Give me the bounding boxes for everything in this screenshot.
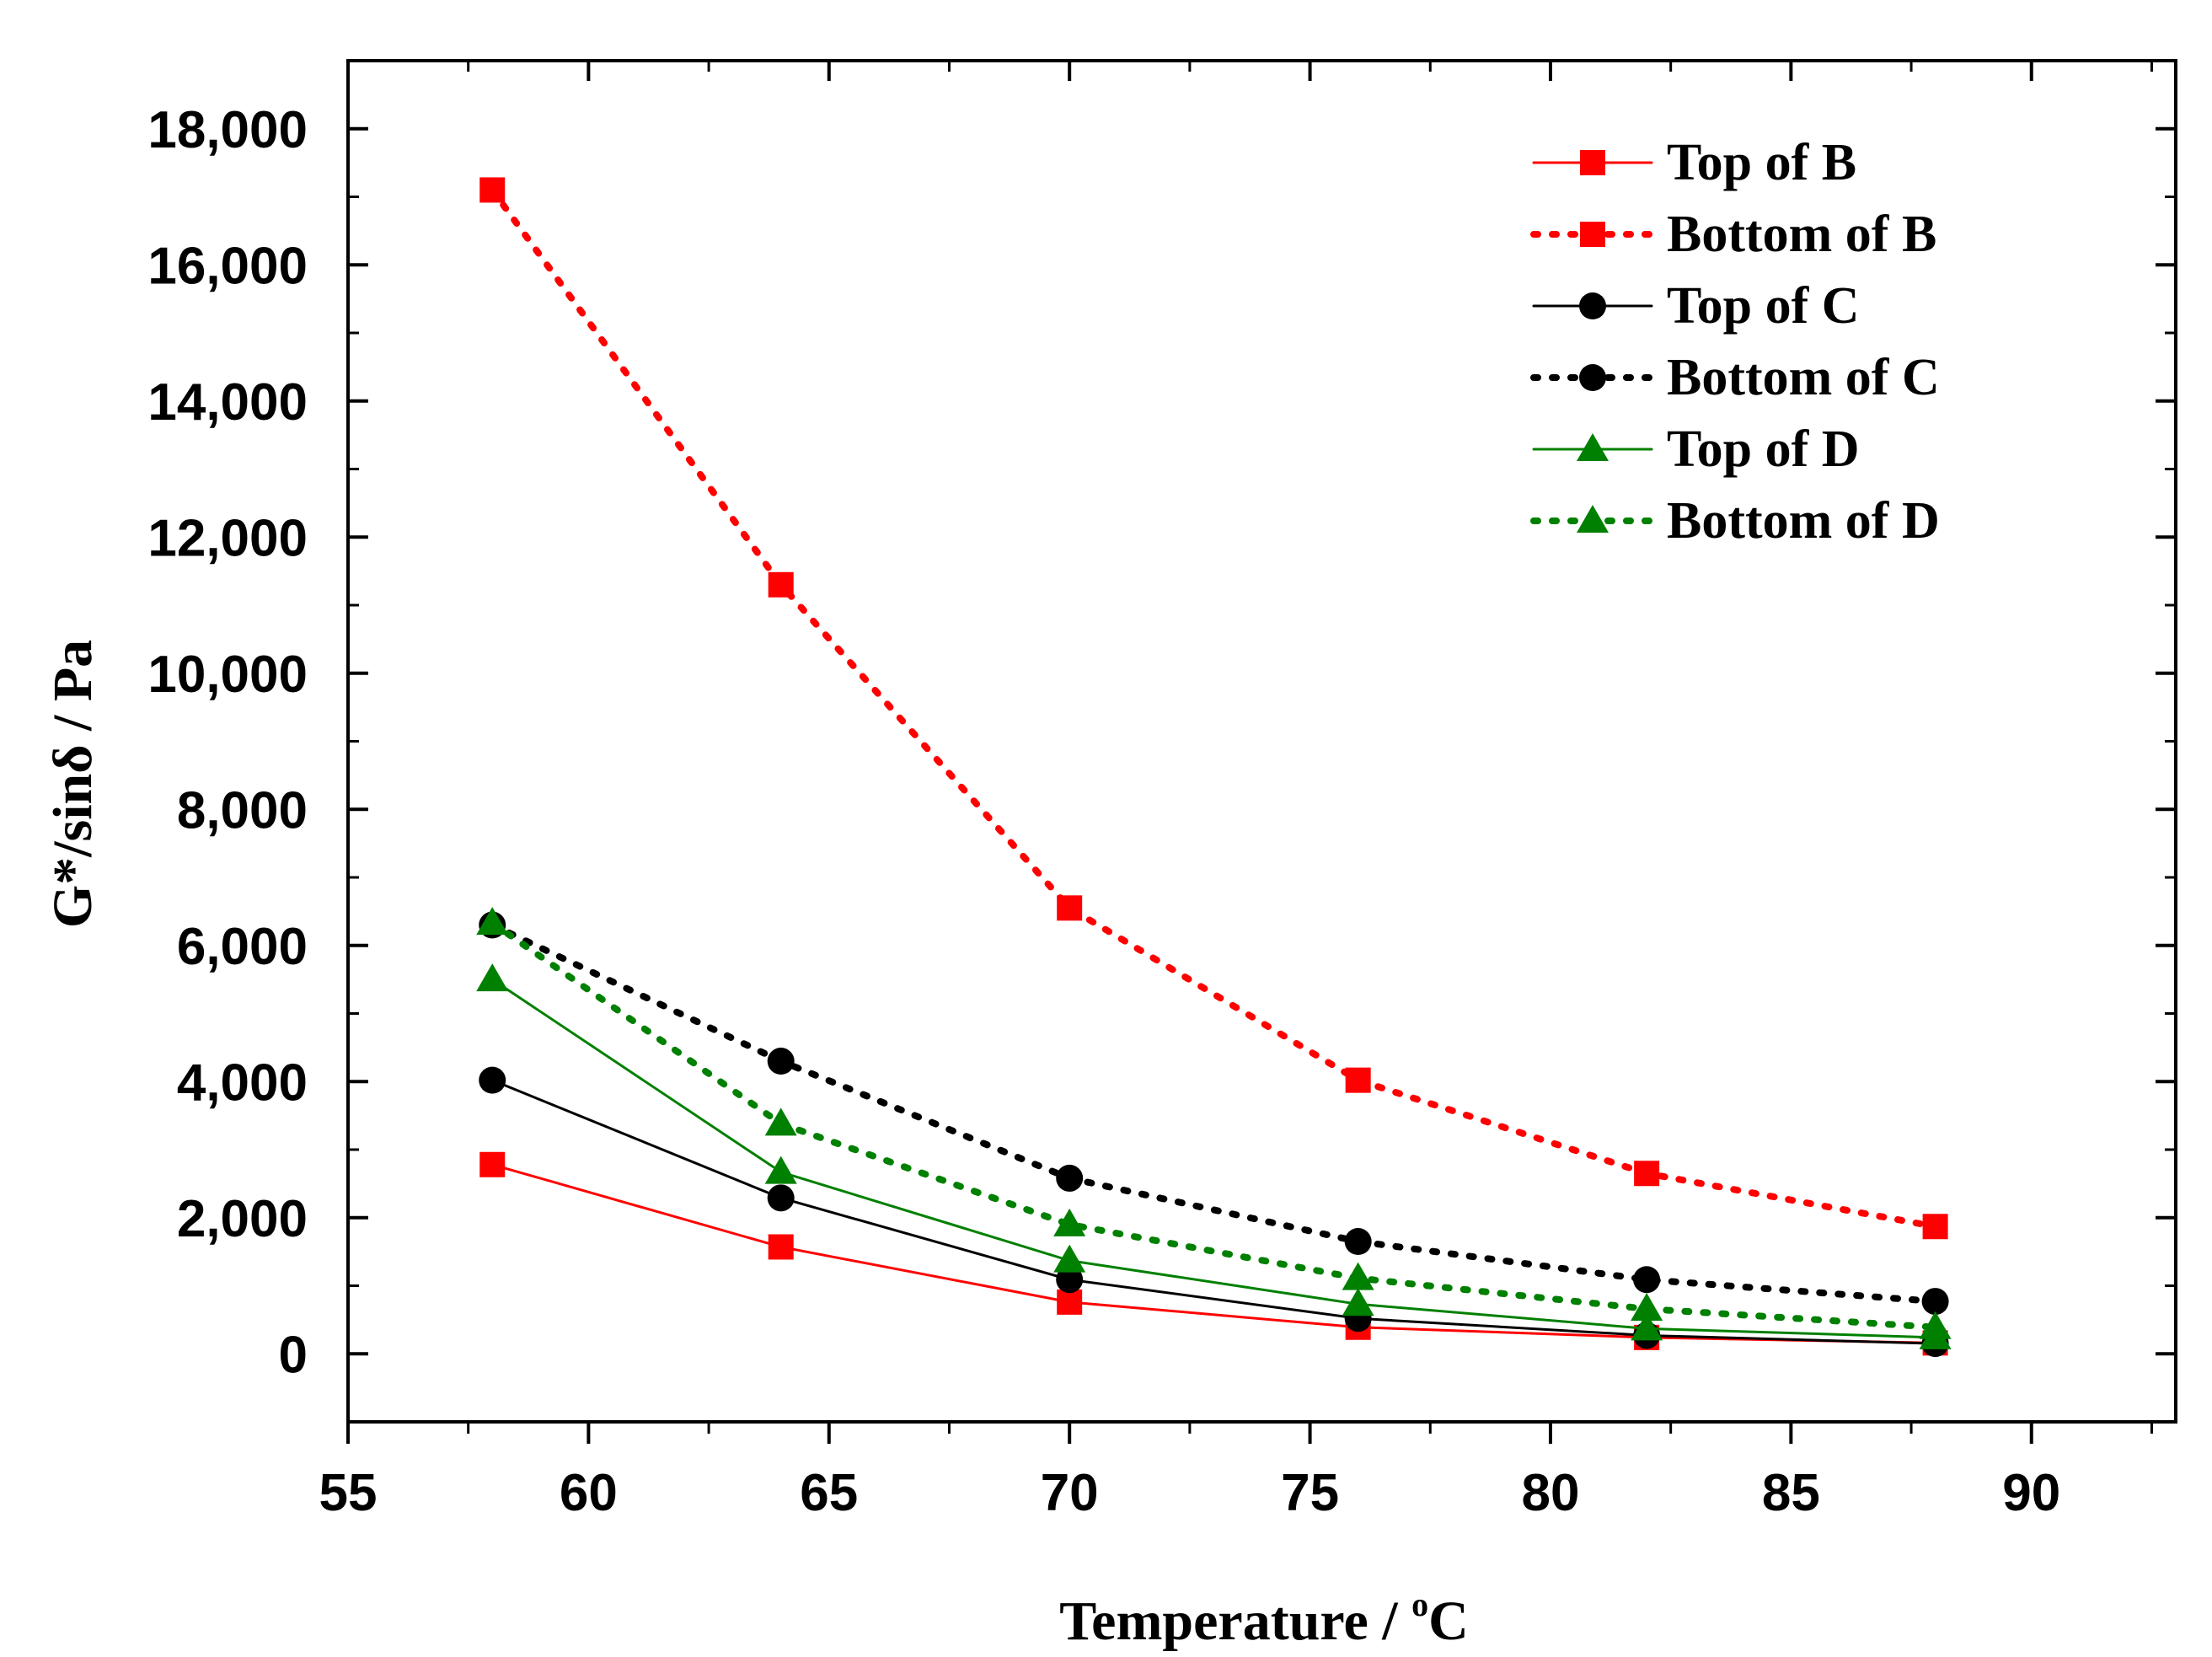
data-point [479, 1151, 506, 1177]
legend-item: Top of B [1532, 134, 1856, 191]
series-line [489, 186, 1939, 1231]
data-point [1342, 1288, 1374, 1316]
legend: Top of B Bottom of B Top of C Bottom of C To… [1530, 134, 1940, 550]
data-point [476, 963, 509, 992]
legend-item: Bottom of D [1530, 492, 1940, 550]
legend-marker [1577, 433, 1609, 461]
data-point [1922, 1214, 1948, 1240]
data-point [1053, 1208, 1086, 1236]
data-point [1057, 895, 1083, 921]
legend-marker [1579, 292, 1606, 319]
y-tick-label: 12,000 [147, 509, 308, 567]
data-point [1921, 1288, 1949, 1316]
y-tick-label: 0 [279, 1326, 308, 1384]
series-layer [476, 177, 1952, 1358]
ticks-layer: 0 2,000 4,000 6,000 8,000 10,000 12,000 14,000 1… [147, 59, 2176, 1522]
data-point [1345, 1067, 1371, 1093]
data-point [764, 1156, 797, 1184]
y-tick-label: 6,000 [177, 918, 308, 976]
y-tick-label: 16,000 [147, 237, 308, 295]
x-tick-label: 70 [1041, 1464, 1099, 1522]
legend-marker [1577, 505, 1609, 533]
data-point [1633, 1266, 1661, 1294]
data-point [1344, 1228, 1372, 1256]
y-axis-title: G*/sinδ / Pa [42, 640, 104, 928]
series-line [490, 978, 1937, 1339]
data-point [764, 1107, 797, 1136]
series-line [489, 921, 1939, 1306]
legend-label: Top of C [1667, 277, 1860, 335]
data-point [479, 1066, 506, 1094]
x-axis-title: Temperature / oC [1059, 1585, 1469, 1652]
legend-item: Top of C [1532, 277, 1860, 335]
series-line [490, 1163, 1937, 1344]
series-line [489, 920, 1939, 1331]
data-point [479, 177, 506, 203]
legend-marker [1580, 222, 1605, 247]
y-tick-label: 10,000 [147, 646, 308, 704]
data-point [1053, 1244, 1086, 1273]
series-bottom-of-b [479, 177, 1948, 1240]
legend-label: Bottom of B [1667, 206, 1936, 263]
legend-label: Top of B [1667, 134, 1856, 191]
legend-item: Bottom of C [1530, 349, 1940, 406]
y-tick-label: 14,000 [147, 373, 308, 432]
x-tick-label: 55 [319, 1464, 378, 1522]
series-bottom-of-d [476, 907, 1952, 1339]
data-point [1342, 1262, 1374, 1290]
data-point [768, 1234, 794, 1260]
data-point [1631, 1312, 1663, 1341]
x-tick-label: 65 [800, 1464, 858, 1522]
series-line [490, 1079, 1937, 1345]
legend-item: Top of D [1532, 421, 1860, 478]
y-tick-label: 4,000 [177, 1054, 308, 1112]
data-point [768, 571, 794, 598]
x-tick-label: 75 [1281, 1464, 1339, 1522]
data-point [1056, 1266, 1084, 1294]
legend-marker [1580, 150, 1605, 175]
data-point [1631, 1292, 1663, 1321]
y-tick-label: 8,000 [177, 781, 308, 839]
x-tick-label: 85 [1762, 1464, 1820, 1522]
data-point [1056, 1164, 1084, 1192]
legend-marker [1579, 364, 1606, 391]
series-bottom-of-c [479, 911, 1949, 1316]
y-tick-label: 18,000 [147, 101, 308, 159]
legend-label: Bottom of D [1667, 492, 1940, 550]
x-tick-label: 60 [560, 1464, 618, 1522]
data-point [476, 907, 509, 936]
data-point [767, 1184, 795, 1212]
legend-label: Top of D [1667, 421, 1860, 478]
series-top-of-b [479, 1151, 1948, 1356]
data-point [1634, 1161, 1660, 1187]
legend-label: Bottom of C [1667, 349, 1940, 406]
data-point [767, 1048, 795, 1075]
x-tick-label: 80 [1521, 1464, 1579, 1522]
data-point [1057, 1289, 1083, 1315]
y-tick-label: 2,000 [177, 1190, 308, 1248]
x-tick-label: 90 [2002, 1464, 2060, 1522]
data-point [1919, 1311, 1952, 1339]
legend-item: Bottom of B [1530, 206, 1936, 263]
